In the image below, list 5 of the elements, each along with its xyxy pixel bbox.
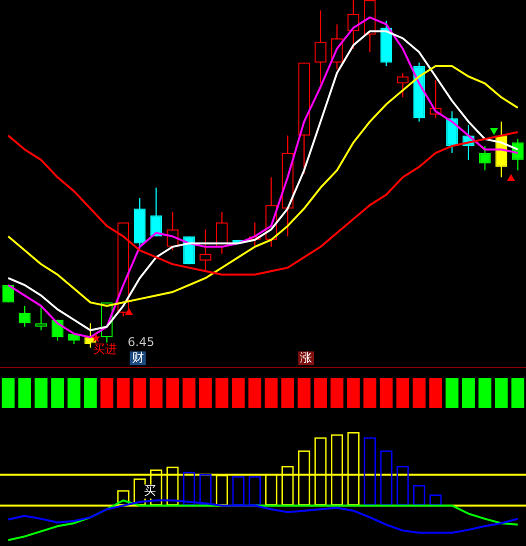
annotation: 6.45 <box>128 335 154 350</box>
text: 财 <box>132 350 144 365</box>
text: 涨 <box>300 350 312 365</box>
annotation: 买 <box>144 484 156 498</box>
annotation: 买进 <box>93 342 118 356</box>
